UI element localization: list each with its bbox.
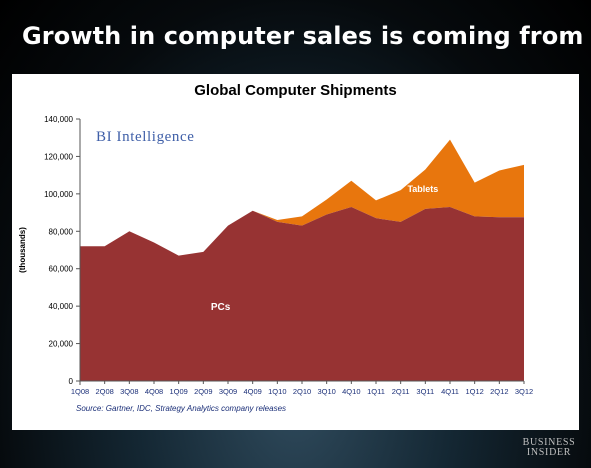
chart-panel: 0 20,000 40,000 60,000 80,000 100,000 120,000 1… xyxy=(12,74,579,430)
x-tick-label: 4Q11 xyxy=(441,387,459,396)
y-tick-label: 20,000 xyxy=(49,340,74,349)
x-tick-label: 2Q11 xyxy=(392,387,410,396)
x-tick-label: 3Q12 xyxy=(515,387,533,396)
chart-title: Global Computer Shipments xyxy=(194,82,397,99)
x-tick-label: 2Q12 xyxy=(490,387,508,396)
x-tick-label: 1Q09 xyxy=(169,387,187,396)
bi-intelligence-watermark: BI Intelligence xyxy=(96,129,195,145)
series-label-pcs: PCs xyxy=(211,302,231,313)
shipments-area-chart: 0 20,000 40,000 60,000 80,000 100,000 120,000 1… xyxy=(18,115,533,396)
x-tick-label: 3Q10 xyxy=(317,387,335,396)
x-tick-label: 2Q08 xyxy=(95,387,113,396)
x-tick-label: 4Q08 xyxy=(145,387,163,396)
x-tick-label: 1Q12 xyxy=(465,387,483,396)
y-tick-label: 60,000 xyxy=(49,265,74,274)
logo-line-2: INSIDER xyxy=(526,447,572,458)
x-tick-label: 4Q09 xyxy=(243,387,261,396)
y-tick-label: 100,000 xyxy=(44,190,73,199)
tablets-area xyxy=(80,139,524,256)
source-note: Source: Gartner, IDC, Strategy Analytics… xyxy=(76,404,287,413)
x-tick-label: 3Q08 xyxy=(120,387,138,396)
x-tick-label: 3Q11 xyxy=(416,387,434,396)
pcs-area xyxy=(80,206,524,381)
logo-line-1: BUSINESS xyxy=(522,437,576,448)
y-tick-label: 80,000 xyxy=(49,227,74,236)
x-tick-label: 1Q11 xyxy=(367,387,385,396)
y-tick-label: 40,000 xyxy=(49,302,74,311)
x-tick-label: 4Q10 xyxy=(342,387,360,396)
y-tick-label: 0 xyxy=(69,377,74,386)
x-tick-label: 1Q08 xyxy=(71,387,89,396)
series-label-tablets: Tablets xyxy=(407,184,438,194)
x-tick-label: 1Q10 xyxy=(268,387,286,396)
slide-title: Growth in computer sales is coming from … xyxy=(22,22,591,50)
x-tick-label: 3Q09 xyxy=(219,387,237,396)
y-axis-title: (thousands) xyxy=(18,227,27,273)
x-tick-label: 2Q10 xyxy=(293,387,311,396)
y-tick-label: 140,000 xyxy=(44,115,73,124)
x-tick-label: 2Q09 xyxy=(194,387,212,396)
business-insider-logo: BUSINESS INSIDER xyxy=(519,438,579,458)
y-tick-label: 120,000 xyxy=(44,152,73,161)
